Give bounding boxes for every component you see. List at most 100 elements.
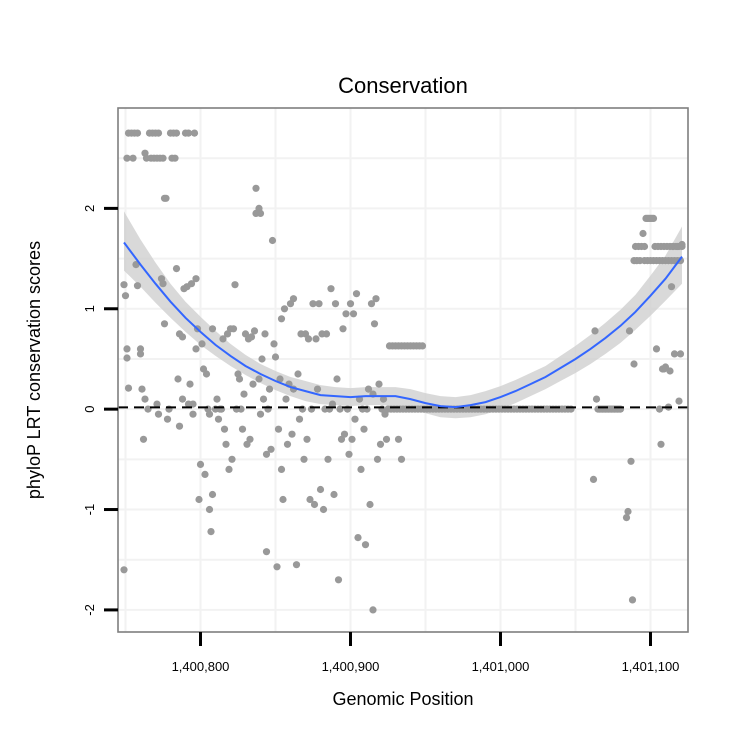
data-point (141, 395, 149, 403)
data-point (229, 325, 238, 333)
data-point (129, 154, 137, 162)
data-point (630, 360, 638, 368)
data-point (276, 375, 284, 383)
data-point (220, 425, 229, 433)
data-point (324, 455, 332, 463)
data-point (382, 435, 391, 443)
data-point (132, 261, 140, 269)
data-point (292, 561, 301, 569)
data-point (624, 507, 632, 516)
data-point (342, 310, 350, 318)
data-point (222, 440, 230, 448)
data-point (136, 345, 145, 353)
data-point (138, 385, 146, 393)
data-point (121, 292, 130, 300)
data-point (303, 435, 311, 443)
data-point (349, 310, 358, 318)
data-point (315, 300, 323, 308)
data-point (231, 281, 239, 289)
data-point (208, 490, 217, 499)
data-point (331, 300, 340, 308)
data-point (370, 320, 379, 328)
data-point (162, 194, 170, 202)
confidence-ribbon-group (124, 211, 682, 419)
data-point (334, 576, 343, 584)
data-point (279, 495, 287, 504)
data-point (195, 495, 203, 504)
data-point (249, 380, 257, 388)
data-point (225, 465, 233, 473)
y-tick-label: -1 (82, 504, 97, 516)
data-point (330, 490, 338, 499)
x-tick-label: 1,401,100 (622, 659, 680, 674)
data-point (274, 425, 283, 433)
data-point (187, 280, 196, 288)
data-point (235, 375, 244, 383)
data-point (666, 367, 674, 375)
data-point (124, 384, 133, 392)
data-point (675, 397, 683, 405)
data-point (364, 385, 373, 393)
data-point (327, 285, 335, 293)
data-point (265, 385, 274, 393)
data-point (345, 450, 353, 458)
data-point (261, 330, 269, 338)
data-point (372, 295, 380, 303)
x-axis: 1,400,800 1,400,900 1,401,000 1,401,100 (172, 632, 680, 674)
data-point (280, 305, 289, 313)
data-point (288, 430, 296, 438)
data-point (247, 333, 256, 341)
data-point (228, 455, 236, 463)
data-point (208, 325, 217, 333)
data-point (366, 500, 374, 509)
data-point (252, 184, 260, 192)
data-point (627, 457, 635, 465)
data-point (259, 395, 268, 403)
data-point (240, 390, 248, 398)
confidence-ribbon (124, 211, 682, 419)
data-point (379, 395, 388, 403)
data-point (354, 534, 362, 542)
data-point (136, 350, 145, 358)
data-point (171, 154, 179, 162)
data-point (174, 375, 182, 383)
x-tick-label: 1,400,900 (322, 659, 380, 674)
data-point (178, 395, 187, 403)
plot-frame (117, 107, 689, 633)
data-point (238, 425, 247, 433)
x-tick-label: 1,401,000 (472, 659, 530, 674)
data-point (139, 435, 148, 443)
data-point (186, 380, 194, 388)
data-point (312, 335, 320, 343)
data-point (267, 445, 275, 453)
data-point (336, 405, 344, 413)
y-tick-label: -2 (82, 604, 97, 616)
data-point (159, 280, 167, 288)
data-point (348, 435, 356, 443)
data-point (622, 514, 631, 522)
data-point (375, 380, 383, 388)
data-point (268, 236, 277, 245)
data-point (652, 345, 661, 353)
data-point (205, 410, 214, 418)
data-point (196, 460, 205, 468)
data-point (678, 240, 686, 249)
data-point (339, 325, 347, 333)
data-point (592, 395, 601, 403)
data-point (246, 435, 254, 443)
data-point (591, 327, 599, 335)
data-point (640, 242, 649, 251)
data-point (123, 345, 131, 353)
data-point (262, 548, 271, 556)
data-point (357, 465, 365, 473)
data-point (273, 563, 281, 571)
data-point (255, 375, 263, 383)
data-point (201, 470, 209, 478)
data-point (120, 281, 128, 289)
y-tick-label: 2 (82, 205, 97, 212)
data-point (294, 370, 302, 378)
data-point (316, 485, 325, 494)
y-axis: -2 -1 0 1 2 (82, 205, 118, 616)
data-point (205, 505, 214, 514)
